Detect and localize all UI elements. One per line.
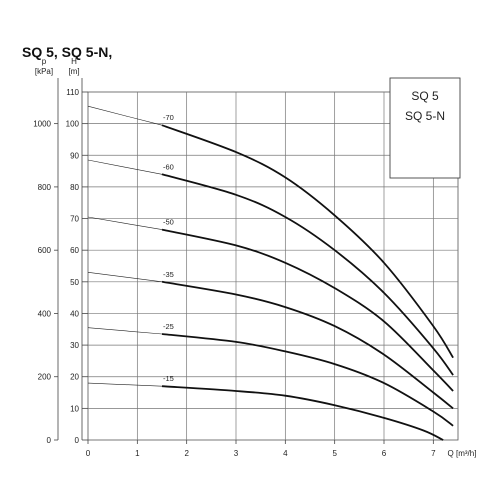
pressure-tick-label: 400 bbox=[38, 309, 52, 318]
curve--15 bbox=[161, 385, 444, 441]
curve--70-thin bbox=[87, 105, 163, 126]
curve--60-thin bbox=[87, 159, 163, 175]
curve--35-thin bbox=[87, 272, 163, 283]
y-tick-label: 70 bbox=[70, 215, 79, 224]
x-tick-label: 3 bbox=[234, 449, 239, 458]
curve-label: -70 bbox=[163, 113, 174, 122]
pressure-tick-label: 1000 bbox=[33, 120, 51, 129]
x-tick-label: 4 bbox=[283, 449, 288, 458]
x-tick-label: 1 bbox=[135, 449, 140, 458]
pressure-tick-label: 200 bbox=[38, 373, 52, 382]
grid bbox=[87, 91, 459, 441]
series-group: -70 -60 -50 -35 -25 -15 bbox=[87, 105, 454, 441]
x-tick-label: 5 bbox=[332, 449, 337, 458]
y-tick-label: 110 bbox=[66, 88, 79, 97]
legend-entry: SQ 5-N bbox=[405, 109, 445, 123]
curve--35 bbox=[161, 280, 454, 410]
head-axis-label-unit: [m] bbox=[68, 67, 79, 76]
y-tick-label: 50 bbox=[70, 278, 79, 287]
y-tick-label: 20 bbox=[70, 373, 79, 382]
curve-label: -60 bbox=[163, 162, 174, 171]
x-tick-label: 2 bbox=[184, 449, 189, 458]
y-tick-label: 0 bbox=[75, 436, 80, 445]
curve-label: -15 bbox=[163, 374, 174, 383]
y-tick-label: 90 bbox=[70, 151, 79, 160]
x-tick-label: 0 bbox=[86, 449, 91, 458]
page-title: SQ 5, SQ 5-N, bbox=[22, 44, 113, 60]
head-axis-label-symbol: H bbox=[71, 57, 77, 66]
pressure-axis-label-symbol: p bbox=[42, 57, 47, 66]
legend-entry: SQ 5 bbox=[411, 89, 439, 103]
curve--70 bbox=[161, 124, 454, 359]
pressure-tick-label: 0 bbox=[47, 436, 52, 445]
tick-labels: 0 1 2 3 4 5 6 701020304050607080901001100200400… bbox=[33, 57, 436, 458]
x-axis-label: Q [m³/h] bbox=[448, 449, 477, 458]
y-tick-label: 30 bbox=[70, 341, 79, 350]
x-tick-label: 6 bbox=[382, 449, 387, 458]
x-tick-label: 7 bbox=[431, 449, 436, 458]
curve-label: -35 bbox=[163, 270, 174, 279]
curve--50 bbox=[161, 228, 454, 392]
y-tick-label: 80 bbox=[70, 183, 79, 192]
pressure-tick-label: 600 bbox=[38, 246, 52, 255]
curve--25 bbox=[161, 333, 454, 427]
curve--60 bbox=[161, 173, 454, 376]
y-tick-label: 100 bbox=[66, 120, 80, 129]
pressure-axis-label-unit: [kPa] bbox=[35, 67, 53, 76]
curve--25-thin bbox=[87, 327, 163, 335]
y-tick-label: 40 bbox=[70, 309, 79, 318]
pressure-tick-label: 800 bbox=[38, 183, 52, 192]
y-tick-label: 10 bbox=[70, 404, 79, 413]
curve-label: -25 bbox=[163, 322, 174, 331]
plot-frame bbox=[87, 91, 459, 441]
y-tick-label: 60 bbox=[70, 246, 79, 255]
curve-label: -50 bbox=[163, 218, 174, 227]
curve--50-thin bbox=[87, 216, 163, 230]
curve--15-thin bbox=[87, 382, 163, 387]
axes bbox=[54, 78, 434, 444]
legend: SQ 5 SQ 5-N bbox=[389, 77, 461, 179]
legend-box bbox=[389, 77, 461, 179]
